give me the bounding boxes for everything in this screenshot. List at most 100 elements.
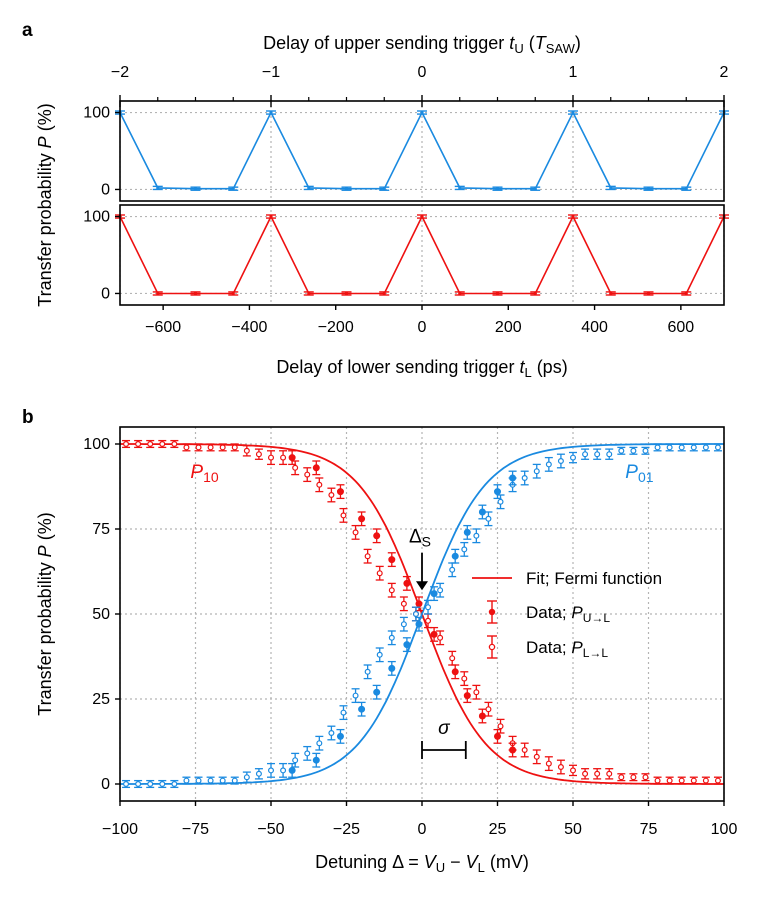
b-point-open [666, 444, 673, 451]
b-point-open [183, 444, 190, 451]
legend-filled-swatch [487, 600, 497, 624]
b-point-open [690, 444, 697, 451]
panel-a-grid [119, 101, 725, 305]
a-top-ytick-label: 0 [101, 181, 110, 198]
b-point-open [147, 441, 154, 448]
b-point-open [400, 621, 407, 628]
panel-b-series [122, 439, 722, 789]
b-point-open [582, 451, 589, 458]
b-point-open [473, 532, 480, 539]
b-point-open [340, 709, 347, 716]
b-point-filled [415, 620, 423, 628]
b-point-open [231, 777, 238, 784]
b-point-open [690, 777, 697, 784]
b-point-open [171, 780, 178, 787]
b-point-open [159, 780, 166, 787]
legend-fit-label: Fit; Fermi function [526, 569, 662, 588]
b-point-open [606, 770, 613, 777]
a-bottom-ytick-label: 0 [101, 285, 110, 302]
b-point-open [292, 757, 299, 764]
b-point-open [207, 777, 214, 784]
b-point-open [195, 444, 202, 451]
sigma-width-bar [421, 741, 467, 759]
b-point-open [328, 729, 335, 736]
b-point-open [569, 767, 576, 774]
b-point-open [569, 454, 576, 461]
b-point-filled [388, 664, 396, 672]
panel-a: 0 100 0 100 −2 −1 0 1 2 −600 −400 −200 0 200 400 600 De… [35, 33, 729, 380]
a-top-point [307, 186, 311, 190]
b-point-filled [312, 756, 320, 764]
b-xtick-label: 75 [640, 821, 658, 838]
b-point-open [521, 475, 528, 482]
a-top-point [193, 187, 198, 191]
b-point-filled [288, 766, 296, 774]
b-point-open [171, 441, 178, 448]
a-bottom-point [420, 214, 424, 219]
a-bottom-xtick-label: 600 [668, 319, 695, 336]
panel-a-ticks: 0 100 0 100 −2 −1 0 1 2 −600 −400 −200 0 200 400 600 [83, 64, 728, 336]
panel-b-ylabel: Transfer probability P (%) [35, 512, 55, 715]
b-point-open [630, 447, 637, 454]
legend-open-swatch [487, 635, 497, 659]
b-point-open [123, 780, 130, 787]
b-point-open [388, 587, 395, 594]
b-point-open [340, 512, 347, 519]
a-top-point [156, 186, 160, 190]
b-point-open [425, 604, 432, 611]
b-point-open [280, 454, 287, 461]
b-point-open [364, 553, 371, 560]
a-bottom-point [344, 291, 349, 296]
a-bottom-point [156, 291, 160, 296]
legend-filled-label: Data; PU→L [526, 603, 610, 625]
b-point-filled [312, 464, 320, 472]
b-point-open [376, 570, 383, 577]
a-top-xtick-label: 2 [720, 64, 729, 81]
a-bottom-point [382, 291, 386, 296]
legend-point-filled [488, 608, 496, 616]
b-point-open [702, 777, 709, 784]
b-point-open [147, 780, 154, 787]
a-bottom-point [269, 214, 273, 219]
b-point-open [714, 777, 721, 784]
b-point-open [304, 750, 311, 757]
b-point-open [654, 444, 661, 451]
b-point-open [678, 444, 685, 451]
b-point-open [618, 447, 625, 454]
b-point-open [461, 675, 468, 682]
b-point-open [557, 763, 564, 770]
b-point-filled [388, 556, 396, 564]
b-point-open [473, 689, 480, 696]
b-point-filled [451, 668, 459, 676]
b-point-open [316, 481, 323, 488]
b-point-filled [463, 528, 471, 536]
b-point-open [594, 770, 601, 777]
a-bottom-xtick-label: −200 [318, 319, 354, 336]
a-top-point [495, 187, 500, 191]
b-point-open [521, 746, 528, 753]
b-point-open [243, 447, 250, 454]
a-top-xtick-label: −2 [111, 64, 129, 81]
panel-b: −100 −75 −50 −25 0 25 50 75 100 0 25 50 75 100 P10 P0… [35, 426, 737, 875]
panel-b-letter: b [22, 407, 34, 428]
b-point-open [666, 777, 673, 784]
b-ytick-label: 50 [92, 606, 110, 623]
delta-s-arrow [416, 552, 428, 591]
b-point-open [678, 777, 685, 784]
b-point-open [207, 444, 214, 451]
b-point-open [280, 767, 287, 774]
b-point-open [412, 610, 419, 617]
b-point-filled [478, 508, 486, 516]
b-point-open [243, 774, 250, 781]
b-point-open [449, 655, 456, 662]
p01-label: P01 [625, 462, 653, 485]
b-point-open [437, 587, 444, 594]
b-point-filled [358, 515, 366, 523]
b-ytick-label: 0 [101, 776, 110, 793]
b-point-filled [463, 692, 471, 700]
b-point-filled [403, 641, 411, 649]
b-point-open [219, 444, 226, 451]
b-point-open [654, 777, 661, 784]
b-point-open [135, 441, 142, 448]
b-point-filled [373, 688, 381, 696]
